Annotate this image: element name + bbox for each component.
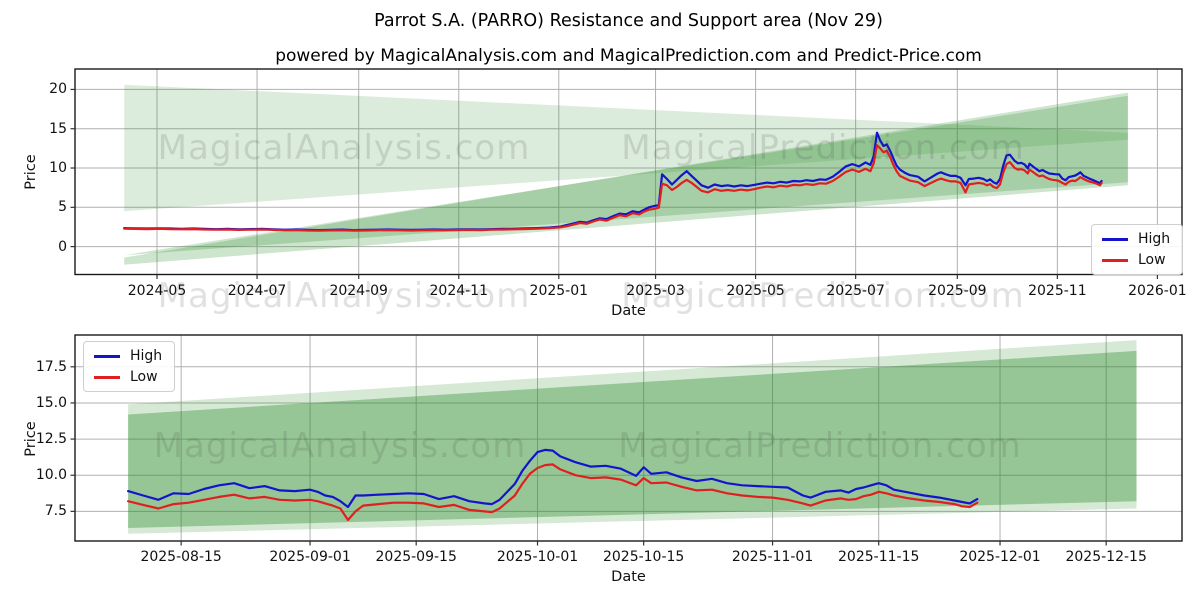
x-tick-label: 2024-07: [227, 283, 287, 299]
legend-label: High: [130, 348, 163, 364]
x-tick-label: 2025-01: [529, 283, 589, 299]
x-tick-label: 2024-09: [329, 283, 388, 299]
bottom-x-axis-label: Date: [611, 569, 646, 585]
y-tick-label: 12.5: [35, 431, 67, 448]
legend-label: High: [1138, 231, 1171, 247]
plot-border: [74, 68, 1183, 276]
legend-item-high: High: [94, 349, 162, 363]
support-resistance-band: [124, 95, 1128, 256]
watermark-text: MagicalAnalysis.com: [157, 276, 531, 316]
y-tick-label: 0: [58, 238, 67, 255]
low-legend-swatch: [94, 375, 120, 379]
top-chart: [70, 68, 1183, 279]
x-tick-label: 2025-09-15: [375, 549, 457, 565]
legend-label: Low: [130, 369, 158, 385]
x-tick-label: 2025-10-01: [496, 549, 579, 565]
x-tick-label: 2025-12-01: [959, 549, 1041, 565]
x-tick-label: 2025-09-01: [269, 549, 351, 565]
x-tick-label: 2026-01: [1128, 283, 1187, 299]
watermark-text: MagicalPrediction.com: [618, 426, 1022, 466]
x-tick-label: 2024-11: [429, 283, 489, 299]
top-chart-legend: High Low: [1091, 224, 1184, 275]
watermark-text: MagicalAnalysis.com: [157, 128, 531, 168]
x-tick-label: 2025-12-15: [1065, 549, 1147, 565]
y-tick-label: 5: [58, 199, 67, 216]
plot-border: [74, 334, 1183, 542]
high-line: [127, 448, 979, 509]
x-tick-label: 2024-05: [127, 283, 187, 299]
low-line: [127, 463, 979, 522]
y-tick-label: 17.5: [35, 358, 67, 375]
watermark-text: MagicalPrediction.com: [621, 276, 1025, 316]
y-tick-label: 15.0: [35, 394, 67, 411]
x-tick-label: 2025-11-15: [838, 549, 920, 565]
figure-title: Parrot S.A. (PARRO) Resistance and Suppo…: [374, 11, 883, 31]
bottom-chart: [70, 334, 1183, 546]
y-tick-label: 20: [49, 81, 67, 98]
support-resistance-band: [124, 84, 1128, 212]
top-x-axis-label: Date: [611, 303, 646, 319]
watermark-text: MagicalPrediction.com: [621, 128, 1025, 168]
x-tick-label: 2025-09: [928, 283, 987, 299]
x-tick-label: 2025-10-15: [602, 549, 685, 565]
x-tick-label: 2025-08-15: [140, 549, 222, 565]
high-legend-swatch: [1102, 237, 1128, 241]
low-legend-swatch: [1102, 258, 1128, 262]
legend-item-low: Low: [1102, 253, 1170, 267]
y-tick-label: 15: [49, 120, 67, 137]
y-tick-label: 10: [49, 160, 67, 177]
watermark-text: MagicalAnalysis.com: [153, 426, 527, 466]
legend-item-low: Low: [94, 370, 162, 384]
legend-label: Low: [1138, 252, 1166, 268]
x-tick-label: 2025-07: [826, 283, 885, 299]
legend-item-high: High: [1102, 232, 1170, 246]
high-legend-swatch: [94, 354, 120, 358]
bottom-chart-legend: High Low: [83, 341, 176, 392]
x-tick-label: 2025-05: [726, 283, 785, 299]
x-tick-label: 2025-11: [1028, 283, 1087, 299]
x-tick-label: 2025-11-01: [731, 549, 814, 565]
y-tick-label: 7.5: [44, 503, 67, 520]
y-tick-label: 10.0: [35, 467, 67, 484]
x-tick-label: 2025-03: [626, 283, 685, 299]
low-line: [123, 144, 1103, 232]
figure-subtitle: powered by MagicalAnalysis.com and Magic…: [275, 46, 982, 66]
